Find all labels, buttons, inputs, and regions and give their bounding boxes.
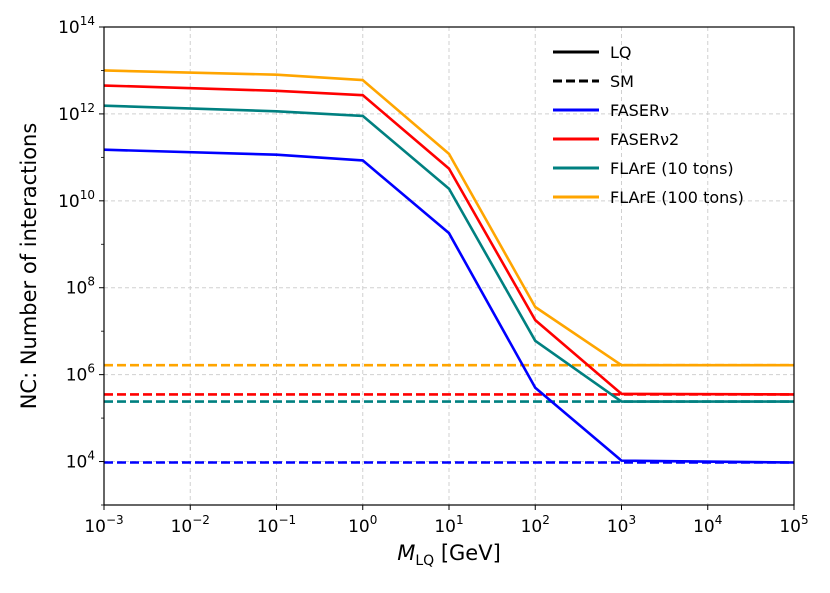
series-line-faser-lq: [104, 148, 794, 464]
x-axis-label-sub: LQ: [415, 553, 434, 569]
legend-label: FLArE (10 tons): [610, 159, 734, 178]
x-tick-label: 101: [434, 513, 463, 537]
legend-label: SM: [610, 72, 634, 91]
x-tick-label: 10−1: [257, 513, 296, 537]
legend: LQ SM FASERν FASERν2 FLArE (10 tons) FLArE (1…: [553, 43, 744, 207]
plot-series: [104, 69, 794, 464]
y-tick-label: 108: [66, 275, 95, 299]
legend-label: FASERν2: [610, 130, 679, 149]
y-axis-label: NC: Number of interactions: [17, 123, 41, 410]
legend-label: LQ: [610, 43, 632, 62]
x-tick-label: 100: [348, 513, 377, 537]
y-tick-label: 104: [66, 449, 95, 473]
y-tick-label: 1010: [58, 188, 95, 212]
series-line-flare-10-tons-lq: [104, 104, 794, 403]
axis-ticks: 10−3 10−2 10−1 100 101 102 103 104 105 104 106 108 1…: [58, 14, 809, 537]
x-tick-label: 10−3: [84, 513, 123, 537]
series-line-flare-100-tons-lq: [104, 69, 794, 367]
series-line-faser-2-lq: [104, 84, 794, 396]
x-tick-label: 103: [607, 513, 636, 537]
x-axis-label-main: M: [397, 541, 415, 565]
x-tick-label: 105: [779, 513, 808, 537]
x-axis-label-unit: [GeV]: [434, 541, 501, 565]
x-tick-label: 10−2: [171, 513, 210, 537]
grid: [103, 26, 795, 505]
y-tick-label: 1012: [58, 101, 95, 125]
legend-label: FASERν: [610, 101, 669, 120]
legend-label: FLArE (100 tons): [610, 188, 744, 207]
x-tick-label: 102: [521, 513, 550, 537]
x-axis-label: MLQ [GeV]: [397, 541, 501, 569]
y-tick-label: 1014: [58, 14, 95, 38]
x-tick-label: 104: [693, 513, 722, 537]
y-tick-label: 106: [66, 362, 95, 386]
